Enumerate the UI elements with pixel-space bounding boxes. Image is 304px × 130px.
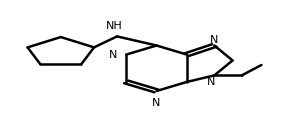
Text: N: N	[210, 35, 219, 45]
Text: N: N	[109, 50, 117, 60]
Text: NH: NH	[105, 21, 123, 31]
Text: N: N	[152, 98, 161, 108]
Text: N: N	[207, 77, 216, 87]
